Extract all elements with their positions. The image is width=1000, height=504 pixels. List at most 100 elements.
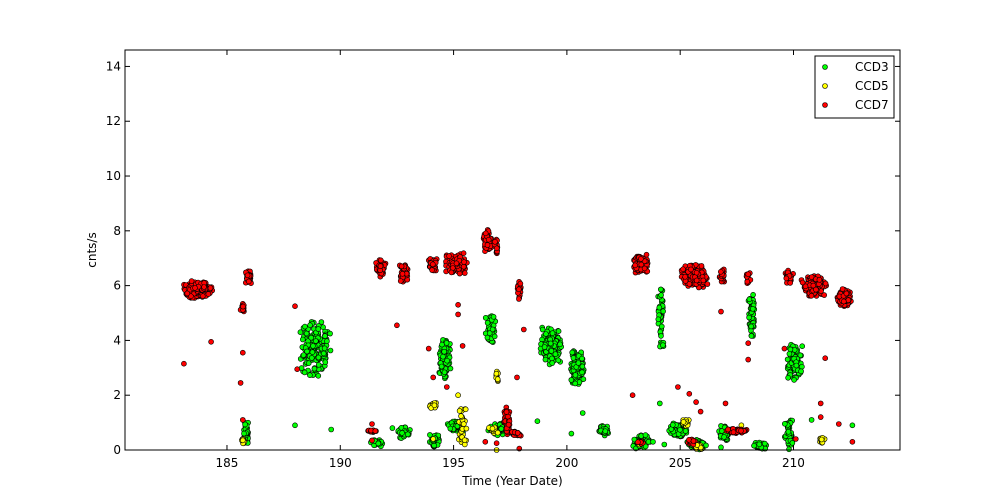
data-point-ccd3: [569, 349, 576, 356]
data-point-ccd3: [793, 362, 800, 369]
data-point-ccd7: [503, 409, 510, 415]
data-point-ccd3: [748, 333, 755, 339]
data-point-ccd7: [430, 374, 437, 381]
data-point-ccd3: [322, 359, 329, 366]
data-point-ccd5: [240, 437, 246, 444]
data-point-ccd3: [718, 428, 725, 434]
y-tick-label: 14: [106, 59, 121, 73]
data-point-ccd3: [302, 323, 308, 330]
data-point-ccd7: [840, 298, 847, 305]
data-point-ccd7: [520, 326, 527, 333]
data-point-ccd7: [725, 426, 731, 433]
data-point-ccd7: [816, 276, 823, 283]
data-point-ccd3: [798, 368, 804, 375]
data-point-ccd7: [697, 408, 704, 415]
data-point-ccd7: [693, 269, 700, 276]
data-point-ccd3: [660, 342, 666, 349]
data-point-ccd3: [307, 322, 313, 329]
data-point-ccd3: [441, 348, 448, 355]
data-point-ccd7: [460, 263, 467, 270]
data-point-ccd5: [463, 425, 470, 432]
data-point-ccd7: [745, 340, 752, 347]
y-tick-label: 2: [113, 388, 121, 402]
data-point-ccd7: [188, 278, 195, 284]
data-point-ccd7: [629, 392, 636, 399]
data-point-ccd7: [717, 268, 724, 275]
data-point-ccd3: [299, 336, 306, 343]
data-point-ccd7: [398, 263, 405, 270]
data-point-ccd5: [460, 421, 467, 427]
data-point-ccd3: [439, 341, 445, 348]
data-point-ccd3: [789, 440, 796, 446]
data-point-ccd7: [493, 245, 500, 252]
data-point-ccd3: [324, 338, 330, 345]
data-point-ccd7: [849, 438, 856, 445]
data-point-ccd3: [549, 360, 556, 366]
data-point-ccd3: [808, 417, 815, 423]
data-point-ccd7: [446, 253, 452, 259]
data-point-ccd7: [484, 242, 491, 248]
data-point-ccd7: [738, 427, 744, 434]
data-point-ccd3: [721, 434, 727, 440]
data-point-ccd7: [675, 384, 681, 390]
y-tick-label: 10: [106, 169, 121, 183]
data-point-ccd7: [822, 355, 829, 362]
data-point-ccd3: [656, 400, 663, 407]
data-point-ccd3: [315, 361, 322, 368]
data-point-ccd3: [572, 380, 579, 387]
data-point-ccd7: [704, 281, 711, 287]
data-point-ccd3: [746, 296, 753, 303]
legend-label-ccd7: CCD7: [855, 98, 889, 112]
data-point-ccd5: [680, 419, 687, 425]
data-point-ccd7: [693, 277, 700, 284]
data-point-ccd7: [680, 266, 686, 273]
data-point-ccd5: [818, 436, 825, 443]
data-point-ccd7: [192, 285, 198, 291]
y-tick-label: 12: [106, 114, 121, 128]
x-tick-label: 195: [442, 456, 465, 470]
data-point-ccd3: [309, 349, 316, 356]
data-point-ccd3: [575, 360, 582, 366]
data-point-ccd3: [315, 326, 322, 332]
y-tick-label: 8: [113, 224, 121, 238]
data-point-ccd3: [438, 363, 445, 370]
data-point-ccd5: [456, 408, 463, 414]
data-point-ccd3: [534, 418, 541, 425]
data-point-ccd3: [304, 348, 310, 355]
data-point-ccd7: [482, 230, 489, 237]
y-axis-label: cnts/s: [85, 232, 99, 267]
data-point-ccd3: [321, 345, 328, 352]
data-point-ccd3: [756, 441, 763, 448]
x-tick-label: 210: [782, 456, 805, 470]
data-point-ccd7: [429, 261, 436, 268]
data-point-ccd7: [493, 440, 500, 447]
data-point-ccd7: [643, 251, 650, 258]
data-point-ccd7: [843, 290, 850, 297]
data-point-ccd3: [484, 319, 491, 326]
data-point-ccd7: [492, 239, 498, 245]
data-point-ccd3: [322, 333, 328, 339]
data-point-ccd3: [447, 365, 454, 372]
data-point-ccd3: [660, 308, 666, 315]
data-point-ccd7: [184, 290, 191, 297]
data-point-ccd7: [817, 400, 824, 407]
data-point-ccd5: [430, 436, 437, 442]
data-point-ccd7: [425, 345, 432, 352]
data-point-ccd7: [292, 303, 298, 310]
data-point-ccd3: [650, 438, 656, 445]
data-point-ccd3: [549, 330, 556, 337]
data-point-ccd3: [761, 440, 768, 447]
data-point-ccd3: [642, 443, 649, 450]
data-point-ccd3: [447, 425, 454, 432]
data-point-ccd3: [482, 314, 489, 321]
data-point-ccd3: [399, 430, 405, 436]
data-point-ccd7: [516, 286, 522, 293]
data-point-ccd7: [294, 366, 301, 373]
data-point-ccd3: [642, 432, 649, 438]
data-point-ccd3: [441, 369, 448, 376]
data-point-ccd3: [241, 430, 247, 437]
data-point-ccd7: [443, 384, 450, 390]
data-point-ccd3: [307, 372, 313, 379]
data-point-ccd3: [312, 338, 319, 344]
